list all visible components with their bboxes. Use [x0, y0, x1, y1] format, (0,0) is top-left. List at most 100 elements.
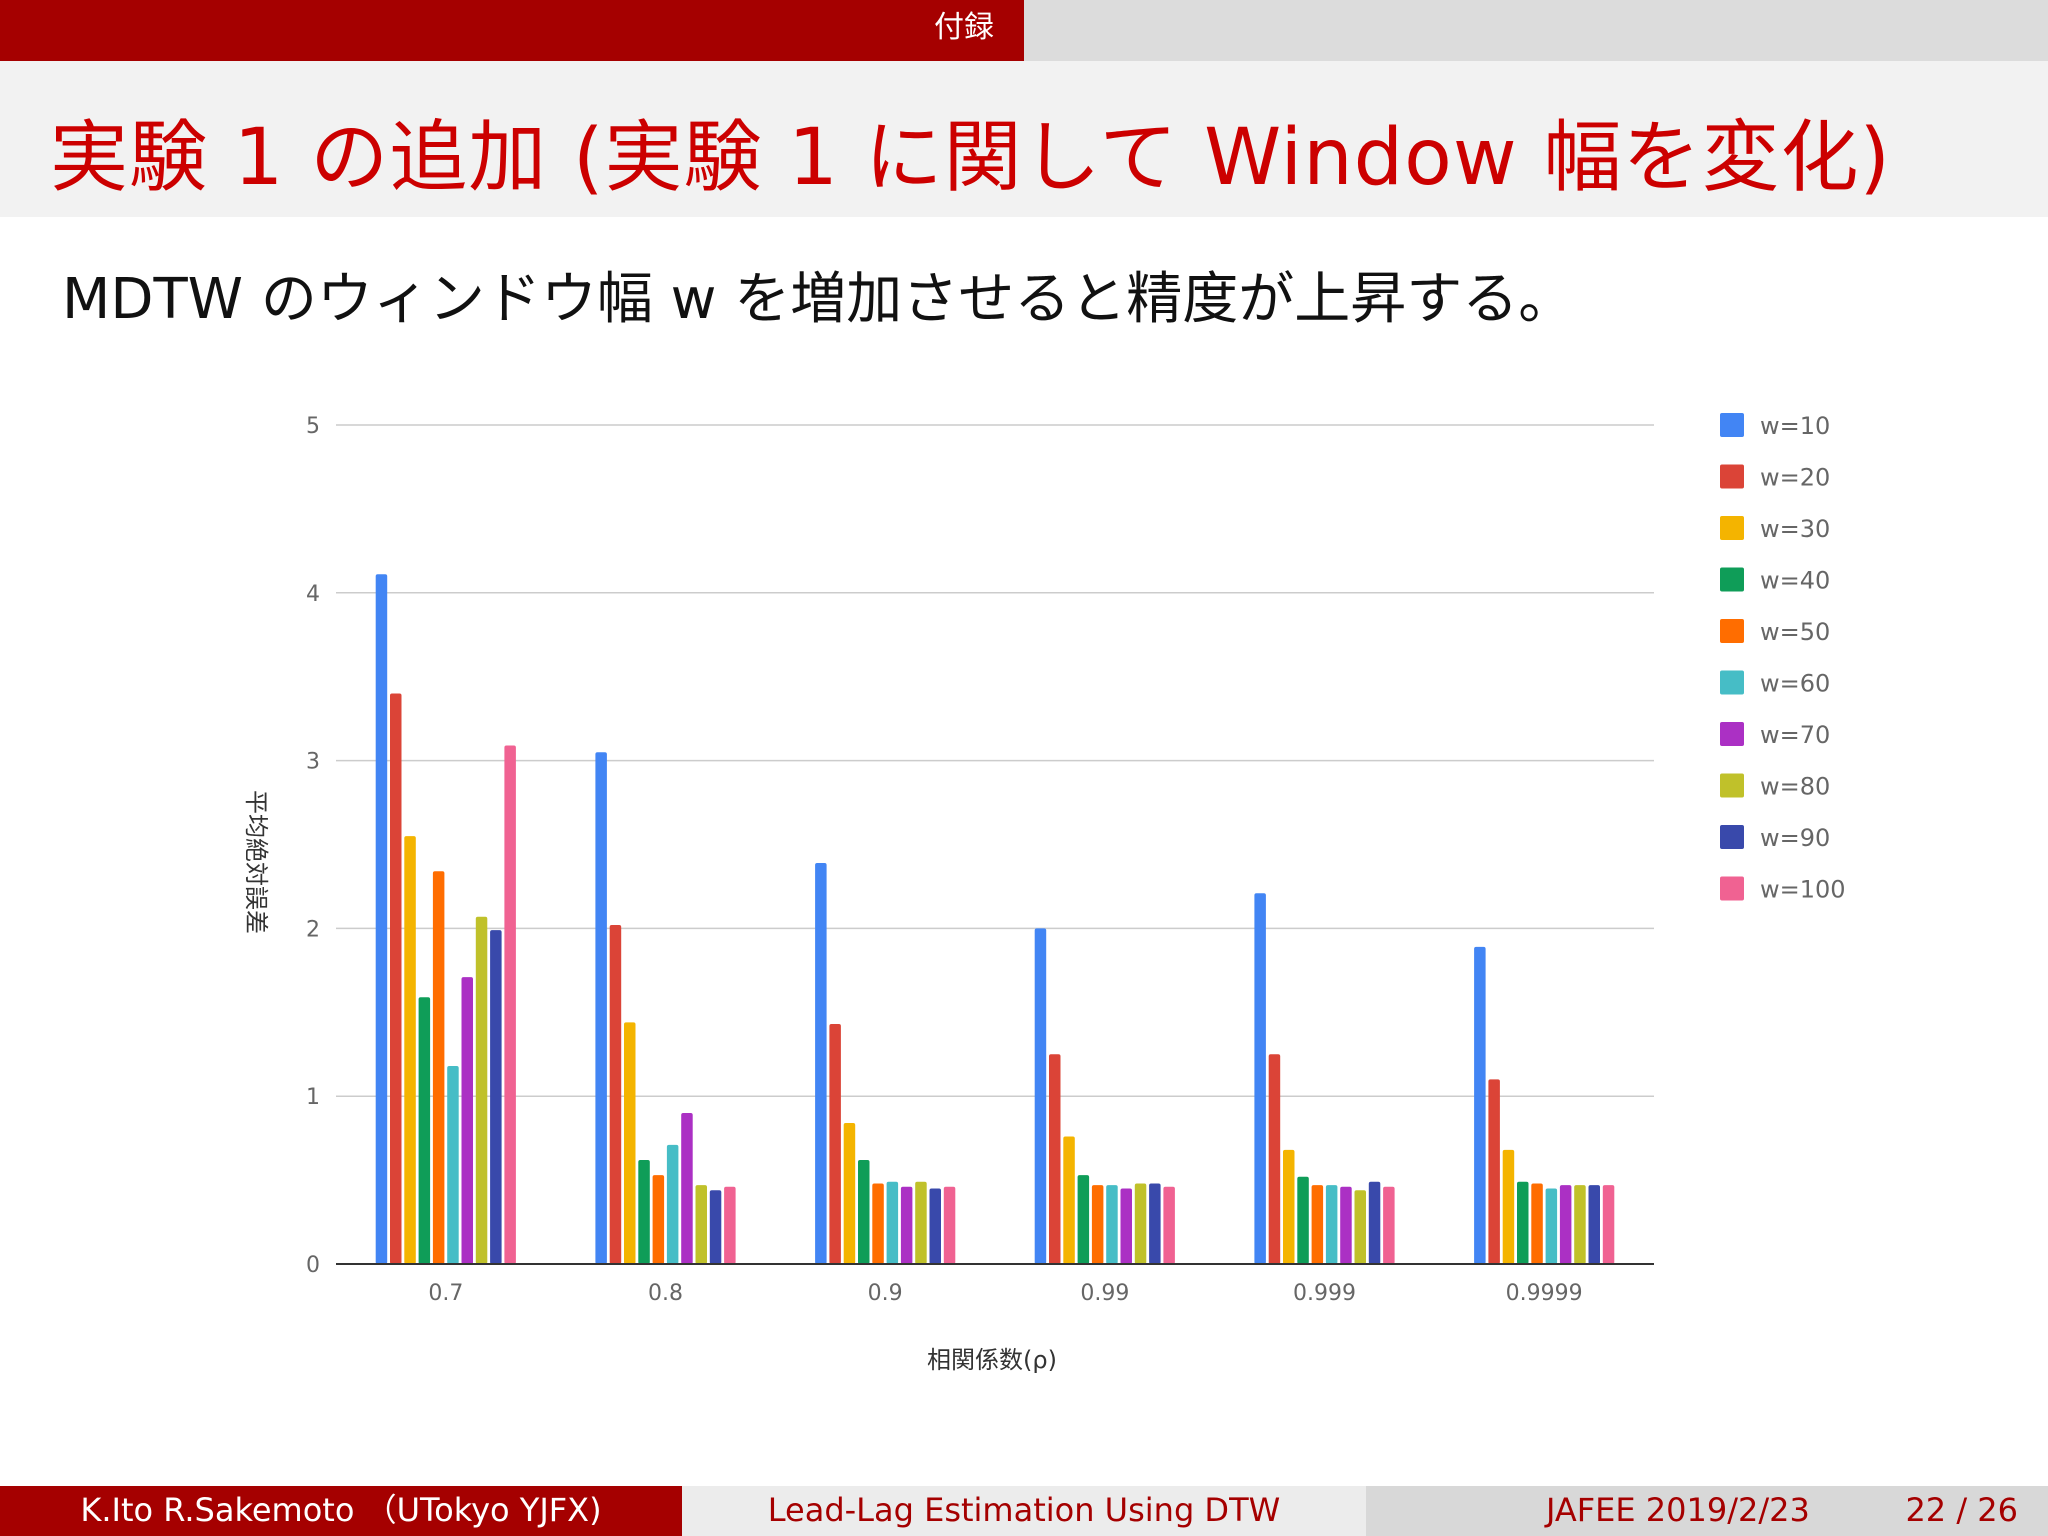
bar	[638, 1160, 650, 1264]
x-axis-title: 相関係数(ρ)	[927, 1346, 1057, 1374]
bar	[1502, 1149, 1515, 1264]
footer-talk-title: Lead-Lag Estimation Using DTW	[682, 1486, 1366, 1536]
legend-item: w=40	[1720, 567, 1830, 595]
section-label-text: 付録	[934, 10, 994, 45]
bar	[666, 1144, 679, 1264]
y-tick-label: 5	[306, 414, 320, 439]
bar-chart: 0 1 2 3 4 5 0.7 0.8 0.9 0.99 0.999 0.9999 w=10 w=20…	[242, 412, 1846, 1374]
title-band	[0, 61, 2048, 217]
bar	[1545, 1188, 1558, 1264]
legend-item: w=10	[1720, 412, 1830, 440]
legend-label: w=10	[1760, 412, 1830, 440]
y-tick-label: 1	[306, 1085, 320, 1110]
bar	[1077, 1175, 1090, 1264]
legend-label: w=100	[1760, 876, 1846, 904]
bar	[1268, 1054, 1281, 1265]
bar	[624, 1022, 636, 1264]
legend-swatch	[1720, 773, 1744, 798]
bar	[1340, 1186, 1352, 1264]
bar	[1091, 1185, 1104, 1264]
bar	[375, 574, 388, 1264]
bar	[929, 1188, 941, 1264]
legend-swatch	[1720, 670, 1744, 695]
legend-swatch	[1720, 619, 1744, 643]
legend-label: w=60	[1760, 670, 1830, 698]
bar	[1602, 1185, 1615, 1264]
bar	[900, 1186, 913, 1264]
legend-label: w=40	[1760, 567, 1830, 595]
bar	[390, 693, 402, 1264]
x-tick-label: 0.8	[648, 1281, 683, 1306]
bar	[1134, 1183, 1147, 1264]
bar	[1049, 1054, 1061, 1265]
bar	[1474, 946, 1486, 1264]
bar	[1325, 1185, 1338, 1264]
legend-swatch	[1720, 567, 1744, 592]
bar	[1517, 1181, 1529, 1264]
bar	[652, 1175, 665, 1264]
x-tick-label: 0.99	[1080, 1281, 1129, 1306]
bar	[915, 1181, 927, 1264]
bar	[1254, 893, 1266, 1264]
legend-label: w=80	[1760, 773, 1830, 801]
legend-item: w=70	[1720, 721, 1830, 749]
bar	[1163, 1186, 1175, 1264]
bar	[709, 1190, 722, 1264]
y-axis-title: 平均絶対誤差	[242, 790, 270, 934]
bar	[695, 1185, 707, 1264]
bar	[490, 930, 502, 1264]
y-tick-label: 3	[306, 750, 320, 775]
bar	[475, 916, 488, 1264]
x-tick-label: 0.9999	[1506, 1281, 1583, 1306]
bar	[843, 1123, 856, 1264]
legend-swatch	[1720, 464, 1744, 489]
legend-swatch	[1720, 516, 1744, 540]
bar	[432, 871, 445, 1264]
bar	[858, 1160, 870, 1264]
slide-title: 実験 1 の追加 (実験 1 に関して Window 幅を変化)	[50, 113, 1891, 203]
bar	[461, 977, 473, 1264]
footer: K.Ito R.Sakemoto （UTokyo YJFX) Lead-Lag …	[0, 1486, 2048, 1536]
footer-event: JAFEE 2019/2/23	[1546, 1491, 1810, 1529]
bar	[724, 1186, 736, 1264]
bar	[404, 836, 416, 1264]
legend-item: w=50	[1720, 618, 1830, 646]
legend-swatch	[1720, 722, 1744, 746]
x-tick-labels: 0.7 0.8 0.9 0.99 0.999 0.9999	[428, 1281, 1582, 1306]
bar	[872, 1183, 884, 1264]
bar	[1149, 1183, 1161, 1264]
bar	[1120, 1188, 1132, 1264]
bar	[1354, 1190, 1366, 1264]
bar	[447, 1066, 459, 1264]
bars	[375, 574, 1615, 1265]
bar	[609, 925, 622, 1264]
bar	[1297, 1176, 1309, 1264]
bar	[943, 1186, 956, 1264]
section-label: 付録	[0, 0, 1024, 61]
footer-info: JAFEE 2019/2/23 22 / 26	[1366, 1486, 2048, 1536]
legend-item: w=100	[1720, 876, 1846, 904]
legend-item: w=60	[1720, 670, 1830, 698]
footer-authors: K.Ito R.Sakemoto （UTokyo YJFX)	[0, 1486, 682, 1536]
legend-swatch	[1720, 825, 1744, 849]
gridlines	[336, 424, 1654, 1097]
y-tick-label: 0	[306, 1253, 320, 1278]
bar	[886, 1181, 899, 1264]
bar	[1368, 1181, 1381, 1264]
legend-label: w=90	[1760, 824, 1830, 852]
x-tick-label: 0.999	[1293, 1281, 1356, 1306]
bar	[418, 997, 431, 1264]
bar	[1488, 1079, 1500, 1264]
bar	[504, 745, 516, 1264]
bar	[1588, 1185, 1600, 1264]
bar	[595, 752, 607, 1264]
y-tick-label: 2	[306, 917, 320, 942]
y-tick-label: 4	[306, 582, 320, 607]
bar	[681, 1113, 693, 1264]
legend-item: w=30	[1720, 515, 1830, 543]
legend-label: w=70	[1760, 721, 1830, 749]
bar	[1574, 1185, 1586, 1264]
legend-label: w=20	[1760, 464, 1830, 492]
bar	[1106, 1185, 1118, 1264]
header-bar-section	[0, 0, 1024, 61]
